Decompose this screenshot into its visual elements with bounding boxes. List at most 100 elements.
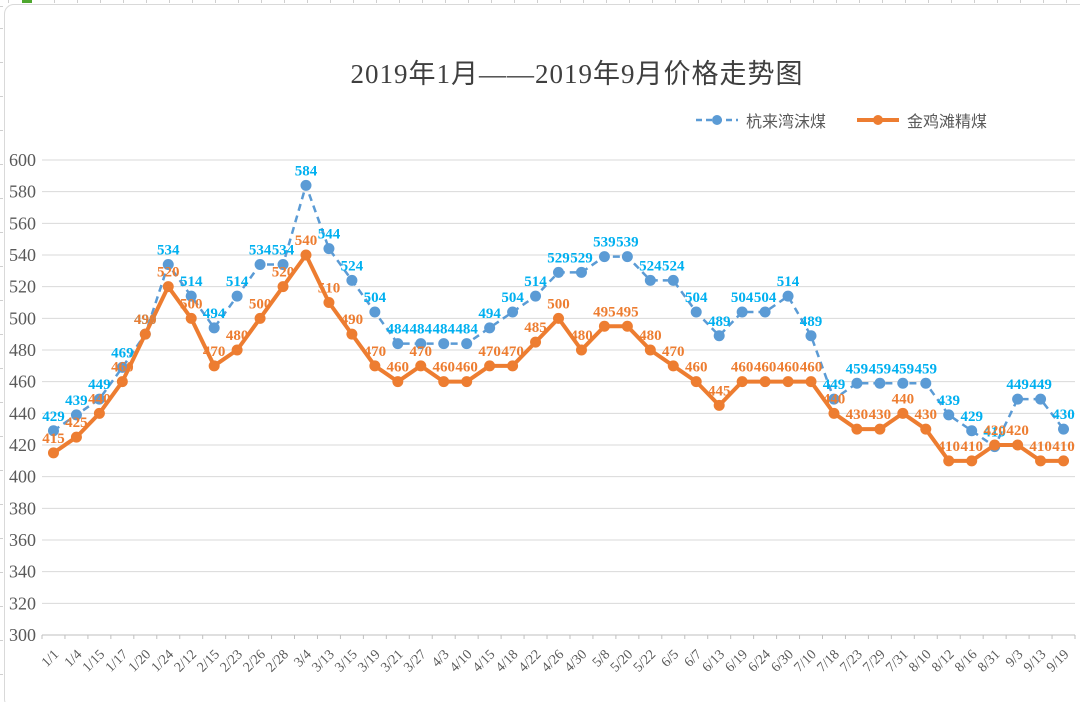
series-1-data-label: 490	[341, 312, 364, 328]
series-0-point[interactable]	[530, 290, 542, 302]
series-0-point[interactable]	[1035, 393, 1047, 405]
series-1-point[interactable]	[162, 281, 174, 293]
series-1-point[interactable]	[346, 328, 358, 340]
series-1-point[interactable]	[116, 376, 128, 388]
series-0-point[interactable]	[323, 243, 335, 255]
series-1-point[interactable]	[139, 328, 151, 340]
legend[interactable]: 杭来湾沫煤 金鸡滩精煤	[695, 108, 987, 132]
series-1-point[interactable]	[759, 376, 771, 388]
series-0-point[interactable]	[1058, 423, 1070, 435]
series-1-point[interactable]	[1012, 439, 1024, 451]
series-0-point[interactable]	[116, 361, 128, 373]
series-0-point[interactable]	[598, 251, 610, 263]
series-1-point[interactable]	[277, 281, 289, 293]
series-0-point[interactable]	[346, 274, 358, 286]
series-1-point[interactable]	[966, 455, 978, 467]
series-0-point[interactable]	[713, 330, 725, 342]
series-0-point[interactable]	[874, 377, 886, 389]
series-1-point[interactable]	[621, 320, 633, 332]
series-1-point[interactable]	[989, 439, 1001, 451]
series-0-point[interactable]	[185, 290, 197, 302]
series-0-point[interactable]	[461, 338, 473, 350]
series-1-point[interactable]	[713, 399, 725, 411]
series-1-point[interactable]	[575, 344, 587, 356]
series-0-point[interactable]	[644, 274, 656, 286]
series-1-point[interactable]	[369, 360, 381, 372]
series-1-point[interactable]	[300, 249, 312, 261]
series-1-point[interactable]	[1035, 455, 1047, 467]
series-0-data-label: 439	[937, 393, 960, 409]
series-1-point[interactable]	[461, 376, 473, 388]
series-0-point[interactable]	[438, 338, 450, 350]
series-0-point[interactable]	[392, 338, 404, 350]
series-1-point[interactable]	[47, 447, 59, 459]
series-0-point[interactable]	[782, 290, 794, 302]
series-1-point[interactable]	[415, 360, 427, 372]
series-0-point[interactable]	[208, 322, 220, 334]
series-1-point[interactable]	[690, 376, 702, 388]
series-1-point[interactable]	[530, 336, 542, 348]
series-1-point[interactable]	[851, 423, 863, 435]
series-0-point[interactable]	[575, 266, 587, 278]
series-0-point[interactable]	[507, 306, 519, 318]
series-0-data-label: 490	[134, 312, 157, 328]
series-0-point[interactable]	[897, 377, 909, 389]
series-0-point[interactable]	[553, 266, 564, 278]
series-0-point[interactable]	[231, 290, 243, 302]
legend-item-series-1[interactable]: 金鸡滩精煤	[856, 108, 987, 132]
series-1-point[interactable]	[323, 297, 335, 308]
series-0-point[interactable]	[667, 274, 679, 286]
series-0-point[interactable]	[805, 330, 817, 342]
series-1-point[interactable]	[392, 376, 404, 388]
series-1-point[interactable]	[438, 376, 450, 388]
series-1-point[interactable]	[484, 360, 496, 372]
chart-title[interactable]: 2019年1月——2019年9月价格走势图	[350, 59, 804, 89]
series-1-point[interactable]	[736, 376, 748, 388]
series-0-point[interactable]	[690, 306, 702, 318]
series-1-point[interactable]	[805, 376, 817, 388]
series-0-data-label: 484	[455, 322, 478, 338]
series-0-point[interactable]	[828, 393, 840, 405]
series-0-data-label: 524	[662, 258, 685, 274]
legend-item-series-0[interactable]: 杭来湾沫煤	[695, 108, 826, 132]
series-0-point[interactable]	[484, 322, 496, 334]
series-1-point[interactable]	[782, 376, 794, 388]
series-0-point[interactable]	[966, 425, 978, 437]
series-1-point[interactable]	[553, 312, 564, 324]
series-1-point[interactable]	[943, 455, 955, 467]
series-0-point[interactable]	[162, 259, 174, 270]
series-1-point[interactable]	[667, 360, 679, 372]
series-1-point[interactable]	[185, 312, 197, 324]
series-0-point[interactable]	[1012, 393, 1024, 405]
series-1-point[interactable]	[1058, 455, 1070, 467]
series-1-point[interactable]	[93, 407, 105, 419]
series-0-data-label: 539	[616, 235, 639, 251]
series-0-point[interactable]	[736, 306, 748, 318]
series-0-point[interactable]	[415, 338, 427, 350]
series-0-point[interactable]	[277, 259, 289, 270]
series-1-point[interactable]	[598, 320, 610, 332]
series-1-point[interactable]	[231, 344, 243, 356]
series-0-point[interactable]	[851, 377, 863, 389]
series-0-point[interactable]	[920, 377, 932, 389]
series-1-point[interactable]	[208, 360, 220, 372]
y-tick-label: 400	[9, 467, 36, 487]
series-1-point[interactable]	[874, 423, 886, 435]
series-1-point[interactable]	[507, 360, 519, 372]
series-1-point[interactable]	[254, 312, 266, 324]
series-1-point[interactable]	[70, 431, 82, 443]
series-0-point[interactable]	[300, 179, 312, 191]
series-0-point[interactable]	[93, 393, 105, 405]
series-0-point[interactable]	[369, 306, 381, 318]
series-0-point[interactable]	[759, 306, 771, 318]
series-1-point[interactable]	[828, 407, 840, 419]
series-0-point[interactable]	[621, 251, 633, 263]
series-0-point[interactable]	[254, 259, 266, 270]
series-1-point[interactable]	[644, 344, 656, 356]
series-0-point[interactable]	[70, 409, 82, 421]
chart-area[interactable]	[4, 4, 1080, 702]
series-1-point[interactable]	[920, 423, 932, 435]
series-0-point[interactable]	[47, 425, 59, 437]
series-0-point[interactable]	[943, 409, 955, 421]
series-1-point[interactable]	[897, 407, 909, 419]
